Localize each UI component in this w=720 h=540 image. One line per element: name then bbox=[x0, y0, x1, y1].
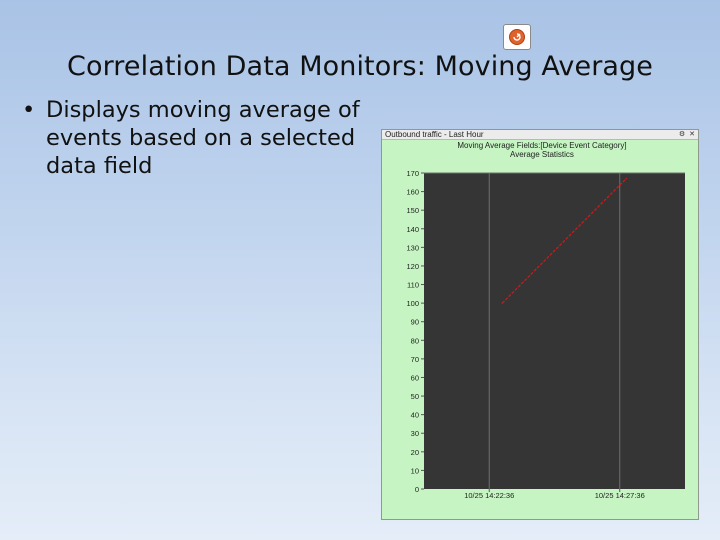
y-tick-label: 170 bbox=[406, 169, 419, 178]
y-tick-label: 110 bbox=[407, 281, 419, 290]
y-tick-label: 160 bbox=[406, 188, 419, 197]
y-tick-label: 0 bbox=[415, 485, 419, 494]
y-tick-label: 130 bbox=[406, 243, 419, 252]
y-tick-label: 80 bbox=[411, 336, 419, 345]
moving-average-chart: Moving Average Fields:[Device Event Cate… bbox=[406, 141, 685, 500]
y-tick-label: 10 bbox=[411, 466, 419, 475]
y-tick-label: 50 bbox=[411, 392, 419, 401]
y-tick-label: 70 bbox=[411, 355, 419, 364]
x-tick-label: 10/25 14:27:36 bbox=[595, 491, 645, 500]
chart-title: Moving Average Fields:[Device Event Cate… bbox=[457, 141, 626, 150]
y-tick-label: 40 bbox=[411, 411, 419, 420]
bullet-marker: • bbox=[22, 97, 36, 123]
plot-area bbox=[424, 173, 685, 489]
y-tick-label: 100 bbox=[406, 299, 419, 308]
series-point bbox=[501, 302, 504, 304]
report-icon-badge bbox=[509, 29, 525, 45]
chart-subtitle: Average Statistics bbox=[510, 150, 574, 159]
y-tick-label: 120 bbox=[406, 262, 419, 271]
series-line bbox=[501, 178, 627, 304]
close-icon[interactable]: ✕ bbox=[689, 131, 695, 138]
series-point bbox=[625, 177, 628, 180]
report-icon[interactable] bbox=[503, 24, 531, 50]
data-monitor-window[interactable]: Outbound traffic - Last Hour ⚙ ✕ Moving … bbox=[381, 129, 699, 520]
window-buttons: ⚙ ✕ bbox=[679, 130, 695, 140]
y-tick-label: 30 bbox=[411, 429, 419, 438]
y-tick-label: 140 bbox=[406, 225, 419, 234]
y-tick-label: 20 bbox=[411, 448, 419, 457]
y-tick-label: 150 bbox=[406, 206, 419, 215]
y-tick-label: 60 bbox=[411, 373, 419, 382]
monitor-title: Outbound traffic - Last Hour bbox=[382, 130, 698, 140]
x-tick-label: 10/25 14:22:36 bbox=[464, 491, 514, 500]
y-tick-label: 90 bbox=[411, 318, 419, 327]
bullet-item: Displays moving average of events based … bbox=[46, 97, 360, 179]
slide-title: Correlation Data Monitors: Moving Averag… bbox=[67, 51, 653, 82]
bullet-list: • Displays moving average of events base… bbox=[22, 96, 367, 180]
settings-icon[interactable]: ⚙ bbox=[678, 131, 686, 138]
